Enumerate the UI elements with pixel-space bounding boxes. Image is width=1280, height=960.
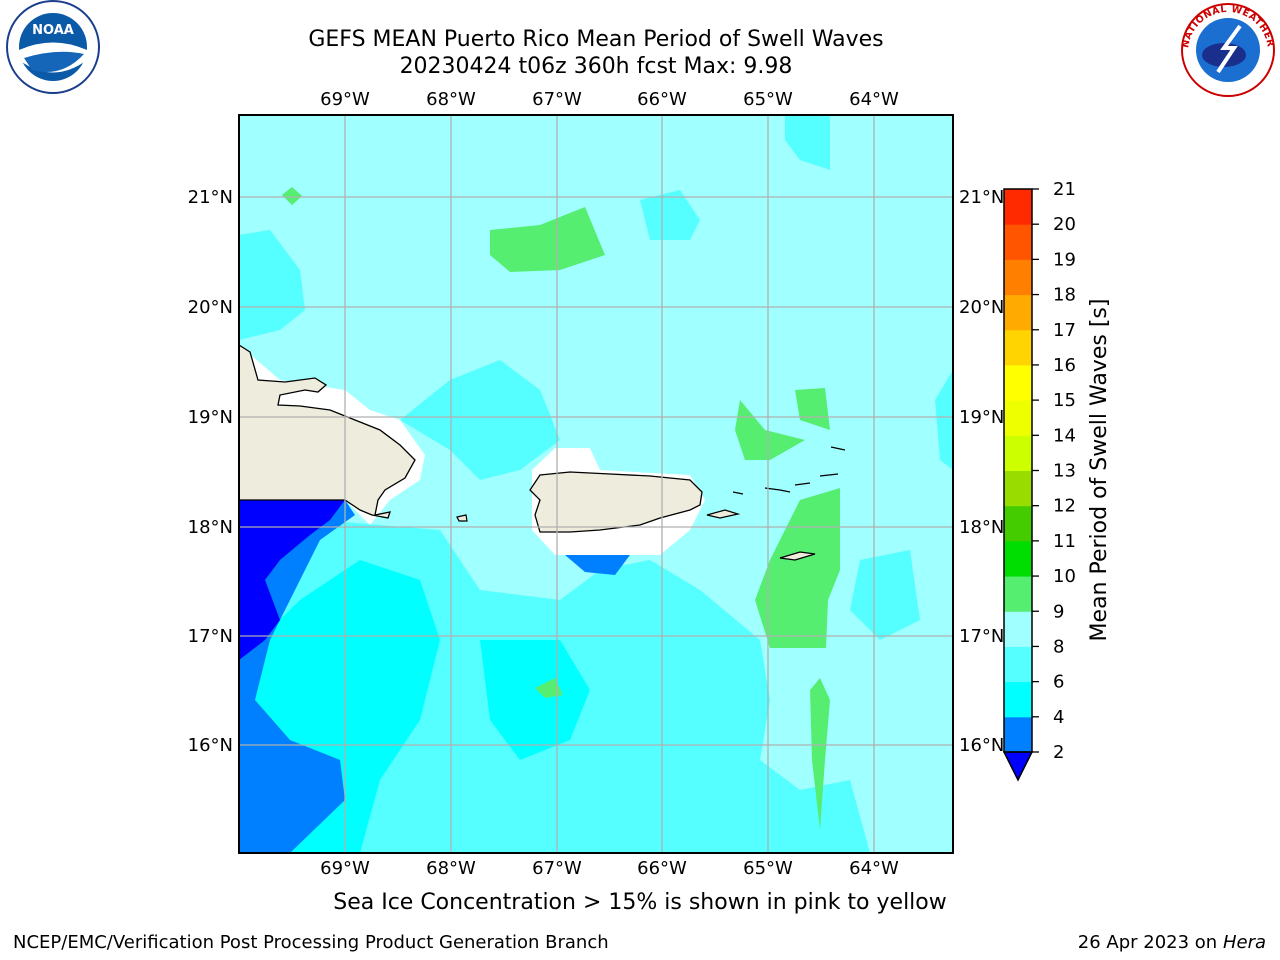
lat-right-20: 20°N (959, 297, 1004, 318)
contour-6-8-north (640, 190, 700, 240)
colorbar-segment (1004, 540, 1032, 577)
contour-6-8-east (850, 550, 920, 640)
contour-under-2 (239, 500, 345, 660)
contour-9-10-north (490, 207, 605, 272)
contour-9-10-dot (282, 187, 302, 205)
contour-9-10-south (810, 678, 830, 830)
colorbar-tick-label: 21 (1053, 179, 1076, 200)
lat-left-20: 20°N (188, 297, 233, 318)
colorbar-segment (1004, 505, 1032, 542)
contour-6-8-passage (400, 360, 560, 480)
chart-title: GEFS MEAN Puerto Rico Mean Period of Swe… (308, 27, 884, 52)
lon-top-64: 64°W (849, 89, 899, 110)
contour-9-10-east (735, 400, 805, 460)
lon-top-67: 67°W (532, 89, 582, 110)
colorbar-segment (1004, 576, 1032, 612)
lat-left-19: 19°N (188, 407, 233, 428)
contour-6-8-west (239, 230, 305, 340)
contour-2-4-pr-south (565, 555, 630, 575)
colorbar-tick-label: 2 (1053, 742, 1064, 763)
lat-right-21: 21°N (959, 187, 1004, 208)
colorbar-tick-label: 19 (1053, 249, 1076, 270)
colorbar-tick-label: 12 (1053, 496, 1076, 517)
grid-lines (239, 115, 953, 853)
land-mona (456, 514, 468, 522)
lat-right-19: 19°N (959, 407, 1004, 428)
colorbar-tick-label: 18 (1053, 285, 1076, 306)
lon-bottom-68: 68°W (426, 858, 476, 879)
land-puerto-rico (529, 471, 703, 533)
contour-9-10-southeast (755, 488, 840, 648)
lat-left-17: 17°N (188, 626, 233, 647)
colorbar-tick-label: 11 (1053, 531, 1076, 552)
colorbar-tick-label: 6 (1053, 672, 1064, 693)
lat-left-18: 18°N (188, 517, 233, 538)
nws-logo: NATIONAL WEATHER SERVICE (1178, 0, 1276, 97)
map-frame (238, 114, 954, 854)
noaa-logo: NOAA (6, 0, 100, 94)
lat-right-18: 18°N (959, 517, 1004, 538)
colorbar: 2 4 6 8 9 10 11 12 13 14 15 16 17 18 19 20 21 (1002, 179, 1076, 782)
land-vieques (706, 509, 741, 519)
chart-subtitle: 20230424 t06z 360h fcst Max: 9.98 (399, 54, 793, 79)
contour-9-10-northeast (795, 388, 830, 430)
colorbar-tick-label: 10 (1053, 566, 1076, 587)
sea-ice-caption: Sea Ice Concentration > 15% is shown in … (333, 890, 947, 915)
contour-6-8-northeast (785, 115, 830, 170)
colorbar-segment (1004, 224, 1032, 260)
colorbar-tick-label: 20 (1053, 214, 1076, 235)
colorbar-segment (1004, 470, 1032, 507)
colorbar-segment (1004, 716, 1032, 753)
colorbar-segment (1004, 400, 1032, 436)
lon-bottom-67: 67°W (532, 858, 582, 879)
colorbar-segment (1004, 435, 1032, 471)
footer-date: 26 Apr 2023 on Hera (1078, 932, 1266, 953)
lon-bottom-69: 69°W (320, 858, 370, 879)
footer-host: Hera (1222, 932, 1266, 953)
colorbar-tick-label: 16 (1053, 355, 1076, 376)
colorbar-segment (1004, 189, 1032, 225)
lon-top-69: 69°W (320, 89, 370, 110)
land-hispaniola (239, 344, 416, 519)
lat-left-16: 16°N (188, 735, 233, 756)
colorbar-tick-label: 13 (1053, 461, 1076, 482)
lat-right-17: 17°N (959, 626, 1004, 647)
land-st-croix (779, 551, 816, 561)
colorbar-segment (1004, 646, 1032, 683)
contour-9-10-small (535, 678, 563, 698)
lon-bottom-64: 64°W (849, 858, 899, 879)
contour-6-8-east-edge (935, 370, 953, 470)
lon-bottom-65: 65°W (743, 858, 793, 879)
colorbar-segment (1004, 611, 1032, 647)
colorbar-segment (1004, 329, 1032, 366)
colorbar-tick-label: 17 (1053, 320, 1076, 341)
colorbar-tick-label: 14 (1053, 425, 1076, 446)
footer-credit: NCEP/EMC/Verification Post Processing Pr… (13, 932, 609, 953)
colorbar-under-arrow (1002, 751, 1034, 782)
land-virgin-islands (732, 446, 846, 495)
svg-text:NOAA: NOAA (32, 23, 74, 38)
colorbar-tick-label: 4 (1053, 707, 1064, 728)
colorbar-segment (1004, 364, 1032, 401)
lon-top-66: 66°W (637, 89, 687, 110)
lat-left-21: 21°N (188, 187, 233, 208)
colorbar-segment (1004, 294, 1032, 331)
lon-bottom-66: 66°W (637, 858, 687, 879)
colorbar-segment (1004, 681, 1032, 718)
lon-top-65: 65°W (743, 89, 793, 110)
colorbar-tick-label: 9 (1053, 601, 1064, 622)
footer-date-text: 26 Apr 2023 on (1077, 932, 1223, 953)
lon-top-68: 68°W (426, 89, 476, 110)
colorbar-tick-label: 15 (1053, 390, 1076, 411)
contour-4-6-south (480, 640, 590, 760)
lat-right-16: 16°N (959, 735, 1004, 756)
colorbar-tick-label: 8 (1053, 636, 1064, 657)
colorbar-label: Mean Period of Swell Waves [s] (1087, 299, 1112, 642)
colorbar-segment (1004, 259, 1032, 296)
